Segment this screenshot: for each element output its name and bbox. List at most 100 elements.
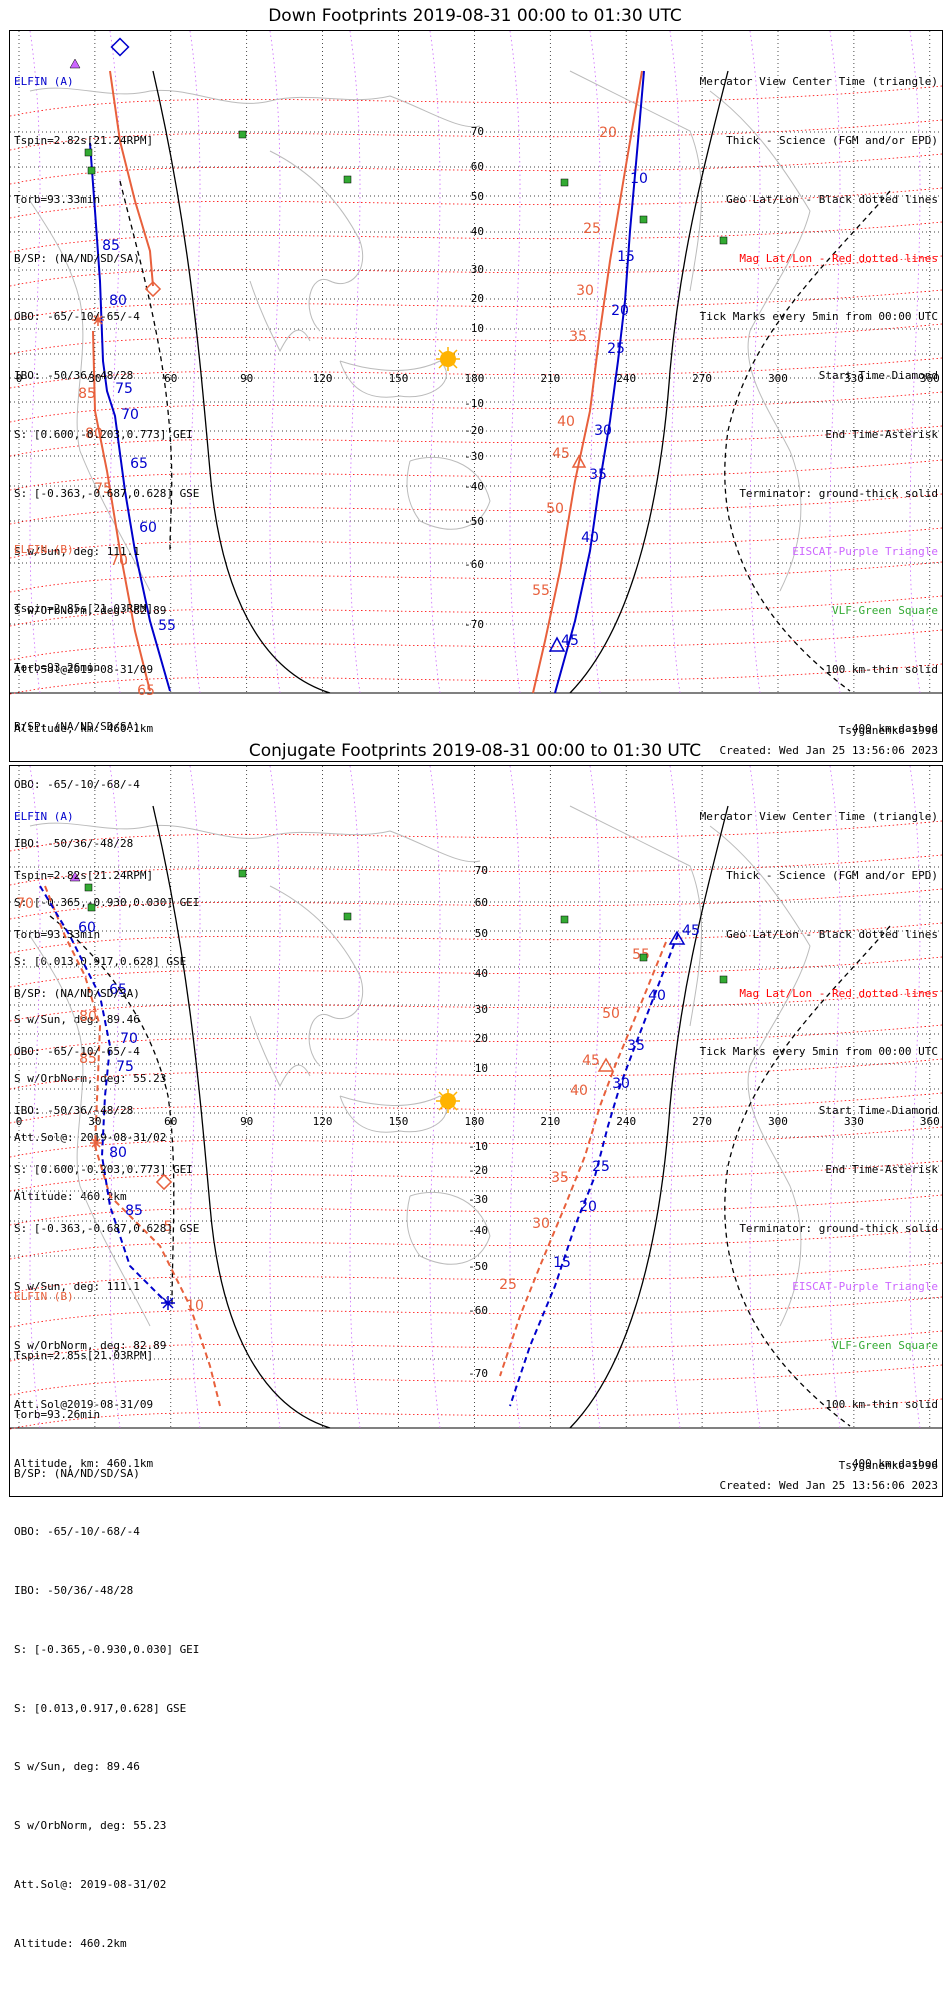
lat-tick-label: -40 [464,480,484,493]
lon-tick-label: 120 [313,372,333,385]
time-tick-label: 70 [120,1031,138,1047]
legend-item: VLF-Green Square [832,604,938,618]
legend-item: Geo Lat/Lon - Black dotted lines [726,927,938,941]
info-line: Tspin=2.82s[21.24RPM] [14,868,154,882]
lat-tick-label: -50 [468,1260,488,1273]
time-tick-label: 20 [599,125,617,141]
end-asterisk-icon [90,1137,102,1149]
map-svg-down: 20 25 30 35 40 45 50 55 85 80 75 70 65 10 15 20 25 30 35 40… [10,31,942,699]
lat-tick-label: -20 [468,1164,488,1177]
lon-tick-label: 150 [389,1115,409,1128]
geo-grid [10,31,942,694]
map-svg-conjugate: 5550454035302570808551045403530252015606… [10,766,942,1430]
info-line: Torb=93.26min [14,1407,101,1421]
time-tick-label: 45 [552,446,570,462]
legend-item: Tick Marks every 5min from 00:00 UTC [699,1045,938,1059]
lat-tick-label: 70 [471,125,484,138]
lon-tick-label: 330 [844,1115,864,1128]
terminator [152,70,729,694]
elfin-b-info: ELFIN (B) Tspin=2.85s[21.03RPM] Torb=93.… [14,501,199,1246]
legend-item: Terminator: ground-thick solid [739,486,938,500]
track-blue-a [89,142,171,692]
time-tick-label: 45 [582,1053,600,1069]
lon-tick-label: 150 [389,372,409,385]
lon-tick-label: 330 [844,372,864,385]
lat-tick-label: 60 [471,160,484,173]
elfin-b-header: ELFIN (B) [14,543,74,557]
conjugate-track-a [39,885,221,1407]
info-line: OBO: -65/-10/-65/-4 [14,1045,140,1059]
coastlines [29,805,811,1327]
info-line: S: [-0.365,-0.930,0.030] GEI [14,1642,200,1656]
time-tick-label: 35 [589,467,607,483]
time-tick-label: 75 [116,1059,134,1075]
track-orange-b [532,70,643,694]
info-line: S w/OrbNorm, deg: 55.23 [14,1072,167,1086]
center-triangle-icon [548,454,587,652]
lat-tick-label: 50 [471,190,484,203]
info-line: Torb=93.33min [14,192,101,206]
end-asterisk-icon [92,314,104,326]
elfin-b-info: ELFIN (B) Tspin=2.85s[21.03RPM] Torb=93.… [14,1248,199,1993]
eiscat-triangle-icon [69,58,81,69]
created-label: Created: Wed Jan 25 13:56:06 2023 [719,1479,938,1492]
map-panel-conjugate: 5550454035302570808551045403530252015606… [9,765,943,1950]
time-tick-label: 30 [532,1216,550,1232]
time-tick-label: 35 [569,329,587,345]
legend-item: Mag Lat/Lon - Red dotted lines [739,251,938,265]
track-blue-b [554,70,645,694]
time-tick-label: 50 [602,1006,620,1022]
legend-item: 400 km-dashed [851,1456,938,1470]
lat-tick-label: 30 [475,1003,488,1016]
legend: Mercator View Center Time (triangle) Thi… [700,33,938,778]
time-tick-label: 70 [110,553,128,569]
info-line: S: [-0.365,-0.930,0.030] GEI [14,895,200,909]
time-tick-label: 85 [78,386,96,402]
time-tick-label: 70 [121,407,139,423]
time-tick-label: 65 [137,683,155,699]
info-line: Tspin=2.82s[21.24RPM] [14,133,154,147]
lon-tick-label: 300 [768,1115,788,1128]
lat-tick-label: 10 [475,1062,488,1075]
info-line: IBO: -50/36/-48/28 [14,1584,134,1598]
lon-tick-label: 60 [164,372,177,385]
legend: Mercator View Center Time (triangle) Thi… [700,768,938,1513]
conjugate-track-b [499,933,679,1407]
time-tick-label: 30 [594,423,612,439]
info-line: Torb=93.33min [14,927,101,941]
time-tick-label: 25 [607,341,625,357]
lat-tick-label: -20 [464,424,484,437]
start-diamond-icon [110,37,130,57]
info-line: Altitude: 460.2km [14,1189,127,1203]
lat-tick-label: -30 [468,1193,488,1206]
axis-labels: 0 30 60 90 120 150 180 210 240 270 300 330 360 70 60 50… [16,125,940,631]
time-tick-label: 80 [79,1009,97,1025]
vlf-square-icon [84,130,728,245]
legend-item: Start Time-Diamond [818,1104,938,1118]
time-tick-label: 25 [592,1159,610,1175]
panel-title-down: Down Footprints 2019-08-31 00:00 to 01:3… [268,6,682,26]
info-line: Att.Sol@: 2019-08-31/02 [14,1131,167,1144]
time-tick-label: 80 [85,426,103,442]
time-tick-label: 50 [546,501,564,517]
info-line: OBO: -65/-10/-65/-4 [14,310,140,324]
info-line: Torb=93.26min [14,660,101,674]
elfin-a-info: ELFIN (A) Tspin=2.82s[21.24RPM] Torb=93.… [14,768,199,1513]
track-orange-a [109,70,154,287]
lon-tick-label: 270 [692,1115,712,1128]
info-line: Att.Sol@2019-08-31/09 [14,663,154,676]
time-tick-label: 20 [611,303,629,319]
terminator-dashed [119,180,891,692]
sun-icon [436,347,460,371]
time-tick-label: 40 [570,1083,588,1099]
model-label: Tsyganenko-1996 [838,724,938,737]
geo-grid [10,766,942,1429]
time-tick-label: 60 [78,920,96,936]
legend-item: Tick Marks every 5min from 00:00 UTC [699,310,938,324]
lon-tick-label: 0 [16,1115,23,1128]
tick-labels: 20 25 30 35 40 45 50 55 85 80 75 70 65 10 15 20 25 30 35 40… [78,125,648,699]
info-line: S w/Sun, deg: 111.1 [14,1280,140,1294]
info-line: B/SP: (NA/ND/SD/SA) [14,251,140,265]
info-line: S w/OrbNorm, deg: 82.89 [14,604,167,618]
legend-item: Thick - Science (FGM and/or EPD) [726,133,938,147]
